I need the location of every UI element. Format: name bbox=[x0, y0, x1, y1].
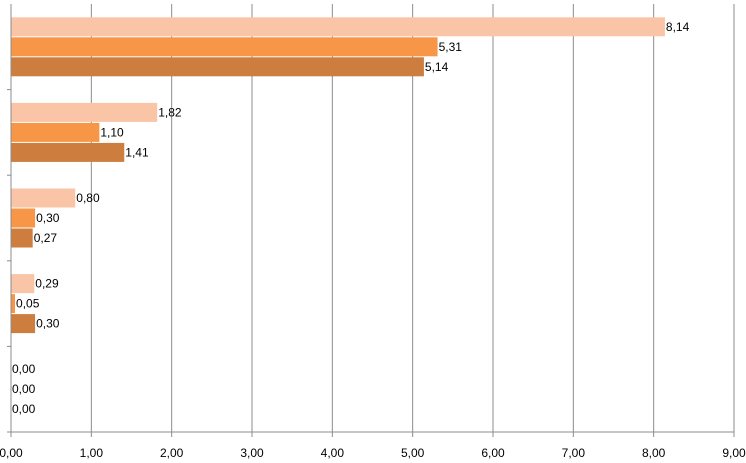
x-tick-label: 8,00 bbox=[642, 446, 666, 460]
data-label: 1,10 bbox=[100, 125, 124, 139]
data-labels: 8,14 5,31 5,14 1,82 1,101,41 0,80 0,30 0,27 0,29… bbox=[12, 20, 690, 416]
data-label: 8,14 bbox=[666, 20, 690, 34]
data-label: 0,80 bbox=[76, 191, 100, 205]
data-label: 0,27 bbox=[34, 231, 58, 245]
bar bbox=[11, 37, 438, 57]
bar bbox=[11, 208, 36, 228]
data-label: 0,00 bbox=[12, 362, 36, 376]
x-tick-label: 1,00 bbox=[80, 446, 104, 460]
data-label: 1,82 bbox=[158, 105, 182, 119]
bar bbox=[11, 294, 16, 314]
axes bbox=[7, 4, 735, 437]
data-label: 0,00 bbox=[12, 382, 36, 396]
bar bbox=[11, 17, 665, 37]
data-label: 0,30 bbox=[36, 211, 60, 225]
data-label: 0,05 bbox=[16, 297, 40, 311]
bars bbox=[11, 17, 665, 334]
x-tick-label: 3,00 bbox=[240, 446, 264, 460]
data-label: 5,31 bbox=[439, 40, 463, 54]
data-label: 1,41 bbox=[125, 145, 149, 159]
x-tick-label: 4,00 bbox=[321, 446, 345, 460]
bar bbox=[11, 102, 158, 122]
data-label: 0,29 bbox=[35, 277, 59, 291]
data-label: 0,30 bbox=[36, 317, 60, 331]
bar bbox=[11, 228, 33, 248]
data-label: 5,14 bbox=[425, 60, 449, 74]
bar bbox=[11, 122, 100, 142]
x-tick-label: 5,00 bbox=[401, 446, 425, 460]
x-tick-label: 2,00 bbox=[160, 446, 184, 460]
x-tick-label: 0,00 bbox=[0, 446, 23, 460]
x-tick-labels: 0,00 1,00 2,00 3,00 4,00 5,00 6,00 7,00 8,00 9,00 bbox=[0, 446, 746, 460]
bar bbox=[11, 142, 125, 162]
bar bbox=[11, 274, 35, 294]
bar bbox=[11, 57, 424, 77]
x-tick-label: 7,00 bbox=[562, 446, 586, 460]
x-tick-label: 6,00 bbox=[481, 446, 505, 460]
x-tick-label: 9,00 bbox=[722, 446, 746, 460]
data-label: 0,00 bbox=[12, 402, 36, 416]
bar bbox=[11, 188, 76, 208]
bar bbox=[11, 314, 36, 334]
